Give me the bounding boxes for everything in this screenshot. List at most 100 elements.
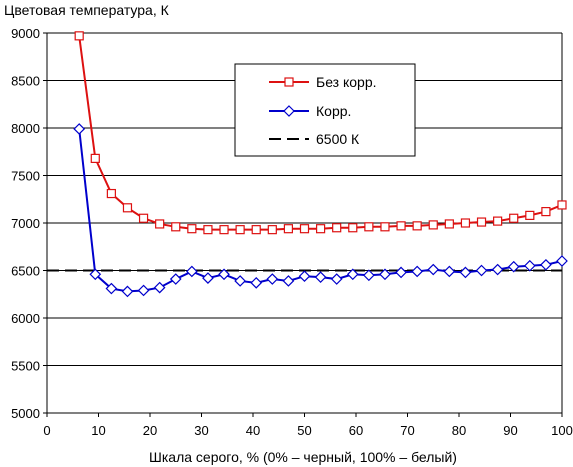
y-tick-label: 8500: [11, 74, 40, 89]
data-point: [169, 273, 182, 285]
data-point: [74, 31, 84, 41]
legend-swatch-marker: [283, 105, 295, 117]
data-point: [314, 271, 327, 283]
x-tick-label: 40: [246, 423, 260, 438]
series-1: [73, 123, 568, 298]
data-point: [73, 123, 86, 135]
y-tick-label: 7500: [11, 169, 40, 184]
legend-label: 6500 К: [316, 131, 360, 147]
x-tick-label: 10: [91, 423, 105, 438]
data-point: [395, 266, 407, 279]
tick-labels: 5000 5500 6000 6500 7000 7500 8000 8500 9000 0 10 2…: [11, 26, 573, 438]
data-point: [346, 268, 359, 281]
y-tick-label: 8000: [11, 121, 40, 136]
legend-label: Корр.: [316, 103, 351, 119]
data-point: [315, 224, 326, 234]
data-point: [493, 216, 503, 226]
data-point: [541, 207, 551, 217]
y-tick-label: 6500: [11, 264, 40, 279]
series-group: [47, 31, 568, 298]
x-tick-label: 20: [143, 423, 157, 438]
data-point: [507, 260, 520, 273]
data-point: [556, 255, 568, 267]
data-point: [379, 268, 391, 281]
data-point: [476, 217, 487, 227]
x-tick-label: 90: [503, 423, 517, 438]
data-point: [364, 222, 374, 232]
data-point: [185, 265, 198, 278]
y-tick-label: 6000: [11, 311, 40, 326]
x-tick-label: 70: [400, 423, 414, 438]
data-point: [298, 270, 311, 283]
data-point: [155, 219, 165, 229]
legend-label: Без корр.: [316, 74, 377, 90]
data-point: [266, 273, 279, 285]
legend-box: [234, 63, 416, 157]
data-point: [330, 273, 343, 285]
x-axis-label: Шкала серого, % (0% – черный, 100% – бел…: [149, 449, 457, 465]
y-axis-label: Цветовая температура, К: [4, 2, 170, 18]
data-point: [218, 268, 230, 281]
data-point: [235, 225, 245, 235]
data-point: [137, 284, 150, 297]
x-tick-label: 30: [194, 423, 208, 438]
data-point: [459, 266, 472, 279]
data-point: [525, 210, 535, 220]
data-point: [475, 264, 488, 277]
data-point: [105, 282, 118, 295]
data-point: [540, 258, 552, 271]
data-point: [138, 213, 149, 223]
data-point: [203, 225, 213, 235]
data-point: [557, 200, 567, 210]
legend-swatch-marker: [284, 77, 294, 87]
legend-entry-0: Без корр.: [269, 74, 377, 90]
legend-entry-2: 6500 К: [269, 131, 360, 147]
y-tick-label: 5000: [11, 406, 40, 421]
data-point: [396, 221, 406, 231]
x-tick-label: 60: [349, 423, 363, 438]
data-point: [412, 221, 422, 231]
legend-entry-1: Корр.: [269, 103, 351, 119]
x-tick-label: 100: [551, 423, 573, 438]
x-tick-label: 50: [297, 423, 311, 438]
data-point: [299, 224, 310, 234]
data-point: [491, 263, 504, 276]
data-point: [251, 225, 261, 235]
axes: [43, 32, 563, 417]
data-point: [187, 224, 197, 234]
legend: Без корр. Корр. 6500 К: [234, 63, 416, 157]
data-point: [106, 188, 116, 199]
y-tick-label: 9000: [11, 26, 40, 41]
data-point: [444, 219, 454, 229]
x-tick-label: 0: [43, 423, 50, 438]
series-0: [74, 31, 567, 235]
data-point: [411, 265, 424, 278]
grid: [47, 32, 562, 414]
data-point: [363, 269, 375, 282]
data-point: [121, 285, 134, 298]
data-point: [380, 222, 390, 232]
data-point: [90, 153, 100, 163]
data-point: [523, 259, 536, 272]
data-point: [171, 222, 181, 232]
data-point: [234, 275, 246, 287]
data-point: [267, 225, 277, 235]
data-point: [202, 272, 214, 284]
data-point: [332, 223, 342, 233]
x-tick-label: 80: [452, 423, 466, 438]
data-point: [428, 220, 438, 230]
data-point: [348, 223, 358, 233]
data-point: [283, 224, 294, 234]
data-point: [250, 277, 263, 289]
y-tick-label: 7000: [11, 216, 40, 231]
data-point: [122, 203, 133, 213]
data-point: [460, 218, 471, 228]
data-point: [443, 265, 456, 278]
data-point: [219, 225, 229, 235]
data-point: [509, 213, 519, 223]
data-point: [89, 268, 102, 281]
data-point: [282, 275, 295, 287]
data-point: [153, 281, 166, 294]
data-point: [427, 263, 440, 276]
